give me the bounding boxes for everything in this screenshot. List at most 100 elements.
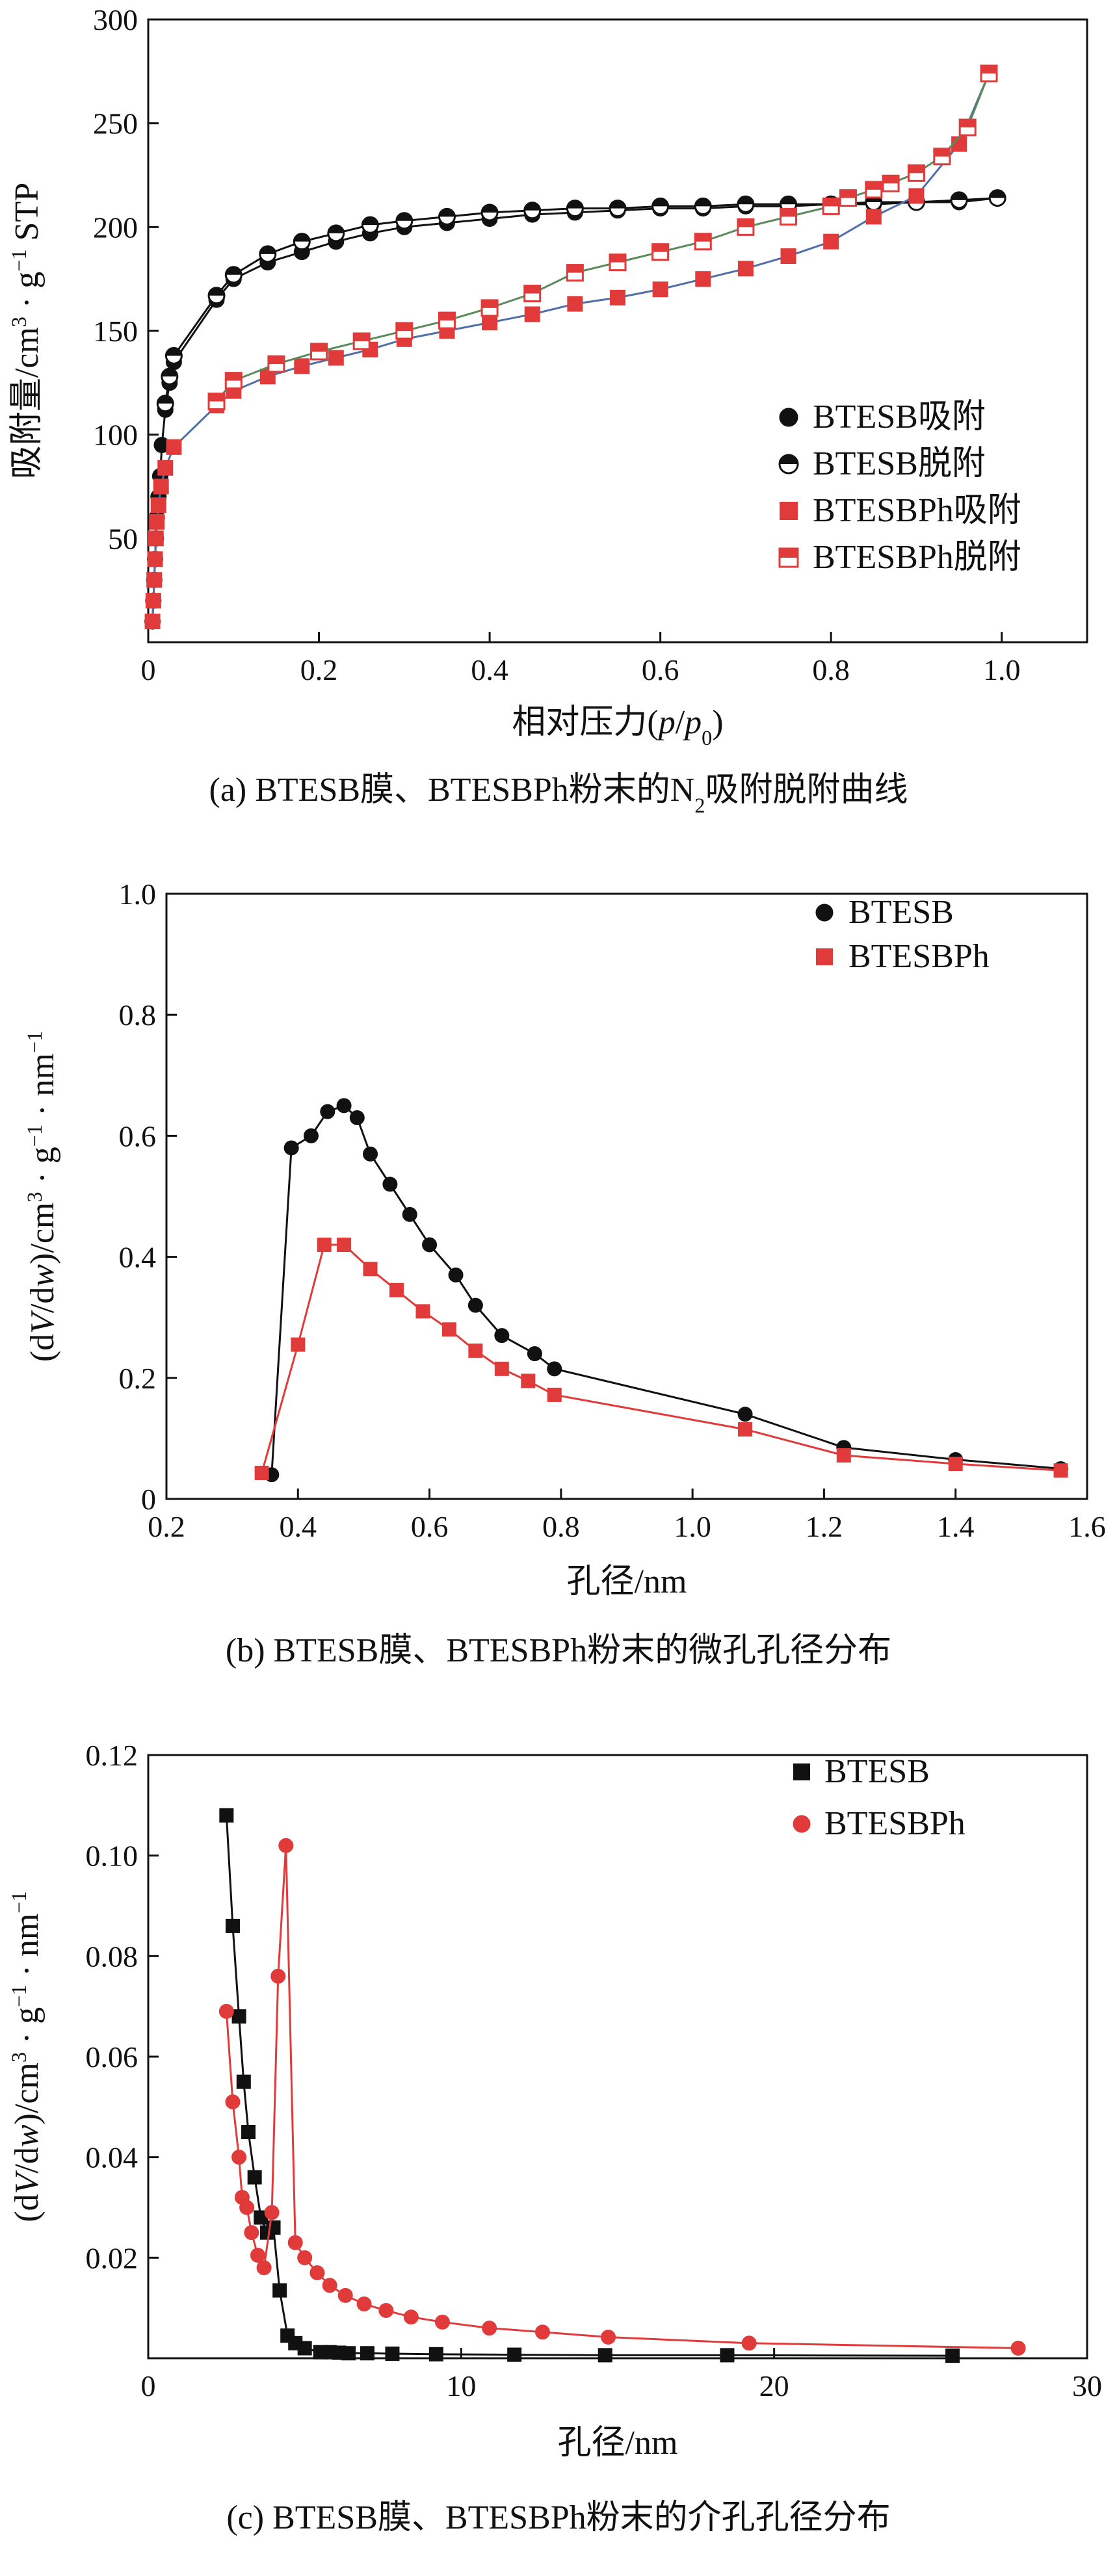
x-tick-label: 0.4 <box>471 653 508 686</box>
data-point-fill <box>482 204 498 213</box>
data-point <box>146 572 163 588</box>
data-point-fill <box>161 369 177 377</box>
text-part: (b) BTESB膜、BTESBPh粉末的微孔孔径分布 <box>226 1632 891 1669</box>
data-point-fill <box>883 176 899 184</box>
data-point <box>337 2287 353 2303</box>
x-tick-label: 0.6 <box>642 653 679 686</box>
legend-marker <box>779 408 798 427</box>
data-point <box>320 1104 335 1119</box>
text-part: · g <box>8 2007 46 2052</box>
legend: BTESB BTESBPh <box>815 894 990 975</box>
data-point <box>385 2347 400 2361</box>
data-point-fill <box>780 196 796 205</box>
x-tick-label: 0.4 <box>280 1510 317 1543</box>
data-point <box>231 2150 247 2165</box>
x-tick-label: 1.4 <box>937 1510 975 1543</box>
data-point <box>402 1206 417 1222</box>
plot-frame <box>165 892 1088 1500</box>
text-part: /d <box>8 2147 46 2173</box>
text-part: 孔径/nm <box>567 1563 687 1600</box>
data-point-fill <box>294 233 310 242</box>
legend-label: BTESBPh <box>824 1805 966 1842</box>
series-BTESBPh <box>218 1838 1026 2356</box>
data-point <box>297 2341 312 2356</box>
figure-caption: (b) BTESB膜、BTESBPh粉末的微孔孔径分布 <box>226 1632 891 1669</box>
y-axis-label: (dV/dw)/cm3 · g−1 · nm−1 <box>23 1031 61 1362</box>
data-point <box>254 2210 269 2225</box>
data-point <box>149 514 165 530</box>
text-part: p <box>682 704 702 741</box>
data-point <box>225 2094 241 2110</box>
legend-label: BTESB吸附 <box>813 398 986 436</box>
data-point <box>254 1465 269 1480</box>
data-point-fill <box>652 198 668 207</box>
x-tick-label: 0.8 <box>812 653 850 686</box>
data-point <box>349 1110 365 1125</box>
data-point <box>652 281 668 298</box>
data-point-fill <box>951 192 967 200</box>
y-axis-label: (dV/dw)/cm3 · g−1 · nm−1 <box>7 1891 46 2222</box>
y-tick-label: 0.6 <box>119 1119 157 1152</box>
data-point <box>695 271 711 287</box>
data-point-fill <box>934 148 950 157</box>
data-point <box>482 315 498 331</box>
x-tick-label: 10 <box>446 2369 476 2402</box>
data-point <box>780 248 796 265</box>
legend-marker <box>793 1763 810 1780</box>
y-tick-label: 200 <box>93 211 138 244</box>
x-tick-label: 0.8 <box>542 1510 580 1543</box>
data-point <box>945 2348 960 2363</box>
legend-label: BTESB脱附 <box>813 445 986 482</box>
legend-marker-fill <box>780 549 798 558</box>
legend-label: BTESBPh吸附 <box>813 492 1021 529</box>
data-point <box>144 614 161 630</box>
data-point <box>239 2200 255 2215</box>
data-point-fill <box>362 217 378 226</box>
data-point <box>236 2074 251 2089</box>
data-point <box>363 1146 378 1162</box>
text-part: /d <box>24 1287 61 1313</box>
text-part: · nm <box>24 1053 61 1125</box>
data-point <box>467 1297 483 1313</box>
text-part: V <box>8 2170 46 2194</box>
y-tick-label: 0.4 <box>119 1241 157 1274</box>
text-part: · nm <box>8 1914 46 1985</box>
data-point-fill <box>328 225 344 233</box>
data-point-fill <box>354 333 370 341</box>
data-point-fill <box>439 313 455 321</box>
data-point <box>738 1422 753 1437</box>
y-tick-label: 0.02 <box>86 2241 138 2274</box>
legend: BTESB BTESBPh <box>793 1753 966 1842</box>
y-tick-label: 0.04 <box>86 2141 138 2174</box>
data-point <box>278 1838 294 1853</box>
series-BTESB脱附 <box>156 189 1006 413</box>
data-point <box>737 1407 753 1422</box>
y-tick-label: 300 <box>93 3 138 36</box>
series-line <box>225 1845 1019 2350</box>
data-point <box>908 188 925 204</box>
text-part: ) <box>712 704 723 741</box>
y-tick-label: 250 <box>93 107 138 140</box>
data-point <box>610 289 625 306</box>
y-tick-label: 100 <box>93 419 138 452</box>
data-point <box>389 1282 404 1297</box>
legend-marker-fill <box>780 455 798 464</box>
data-point-fill <box>311 343 327 352</box>
x-tick-label: 20 <box>759 2369 789 2402</box>
data-point <box>166 439 182 455</box>
data-point <box>270 1968 286 1984</box>
figure-caption: (a) BTESB膜、BTESBPh粉末的N2吸附脱附曲线 <box>209 772 908 817</box>
y-tick-label: 0.2 <box>119 1362 157 1395</box>
data-point-fill <box>652 244 668 252</box>
data-point <box>494 1361 509 1376</box>
data-point <box>356 2296 372 2311</box>
x-tick-label: 1.0 <box>983 653 1021 686</box>
legend: BTESB吸附 BTESB脱附 BTESBPh吸附 BTESBPh脱附 <box>778 398 1021 576</box>
data-point <box>601 2330 616 2345</box>
chart-panel-b: 0.2 0.4 0.6 0.8 1.0 1.2 1.4 1.600.20.40.60.81.0… <box>23 878 1106 1669</box>
series-BTESBPh脱附 <box>207 64 998 411</box>
data-point-fill <box>209 287 225 296</box>
data-point <box>256 2260 272 2276</box>
text-part: −1 <box>7 1891 31 1913</box>
